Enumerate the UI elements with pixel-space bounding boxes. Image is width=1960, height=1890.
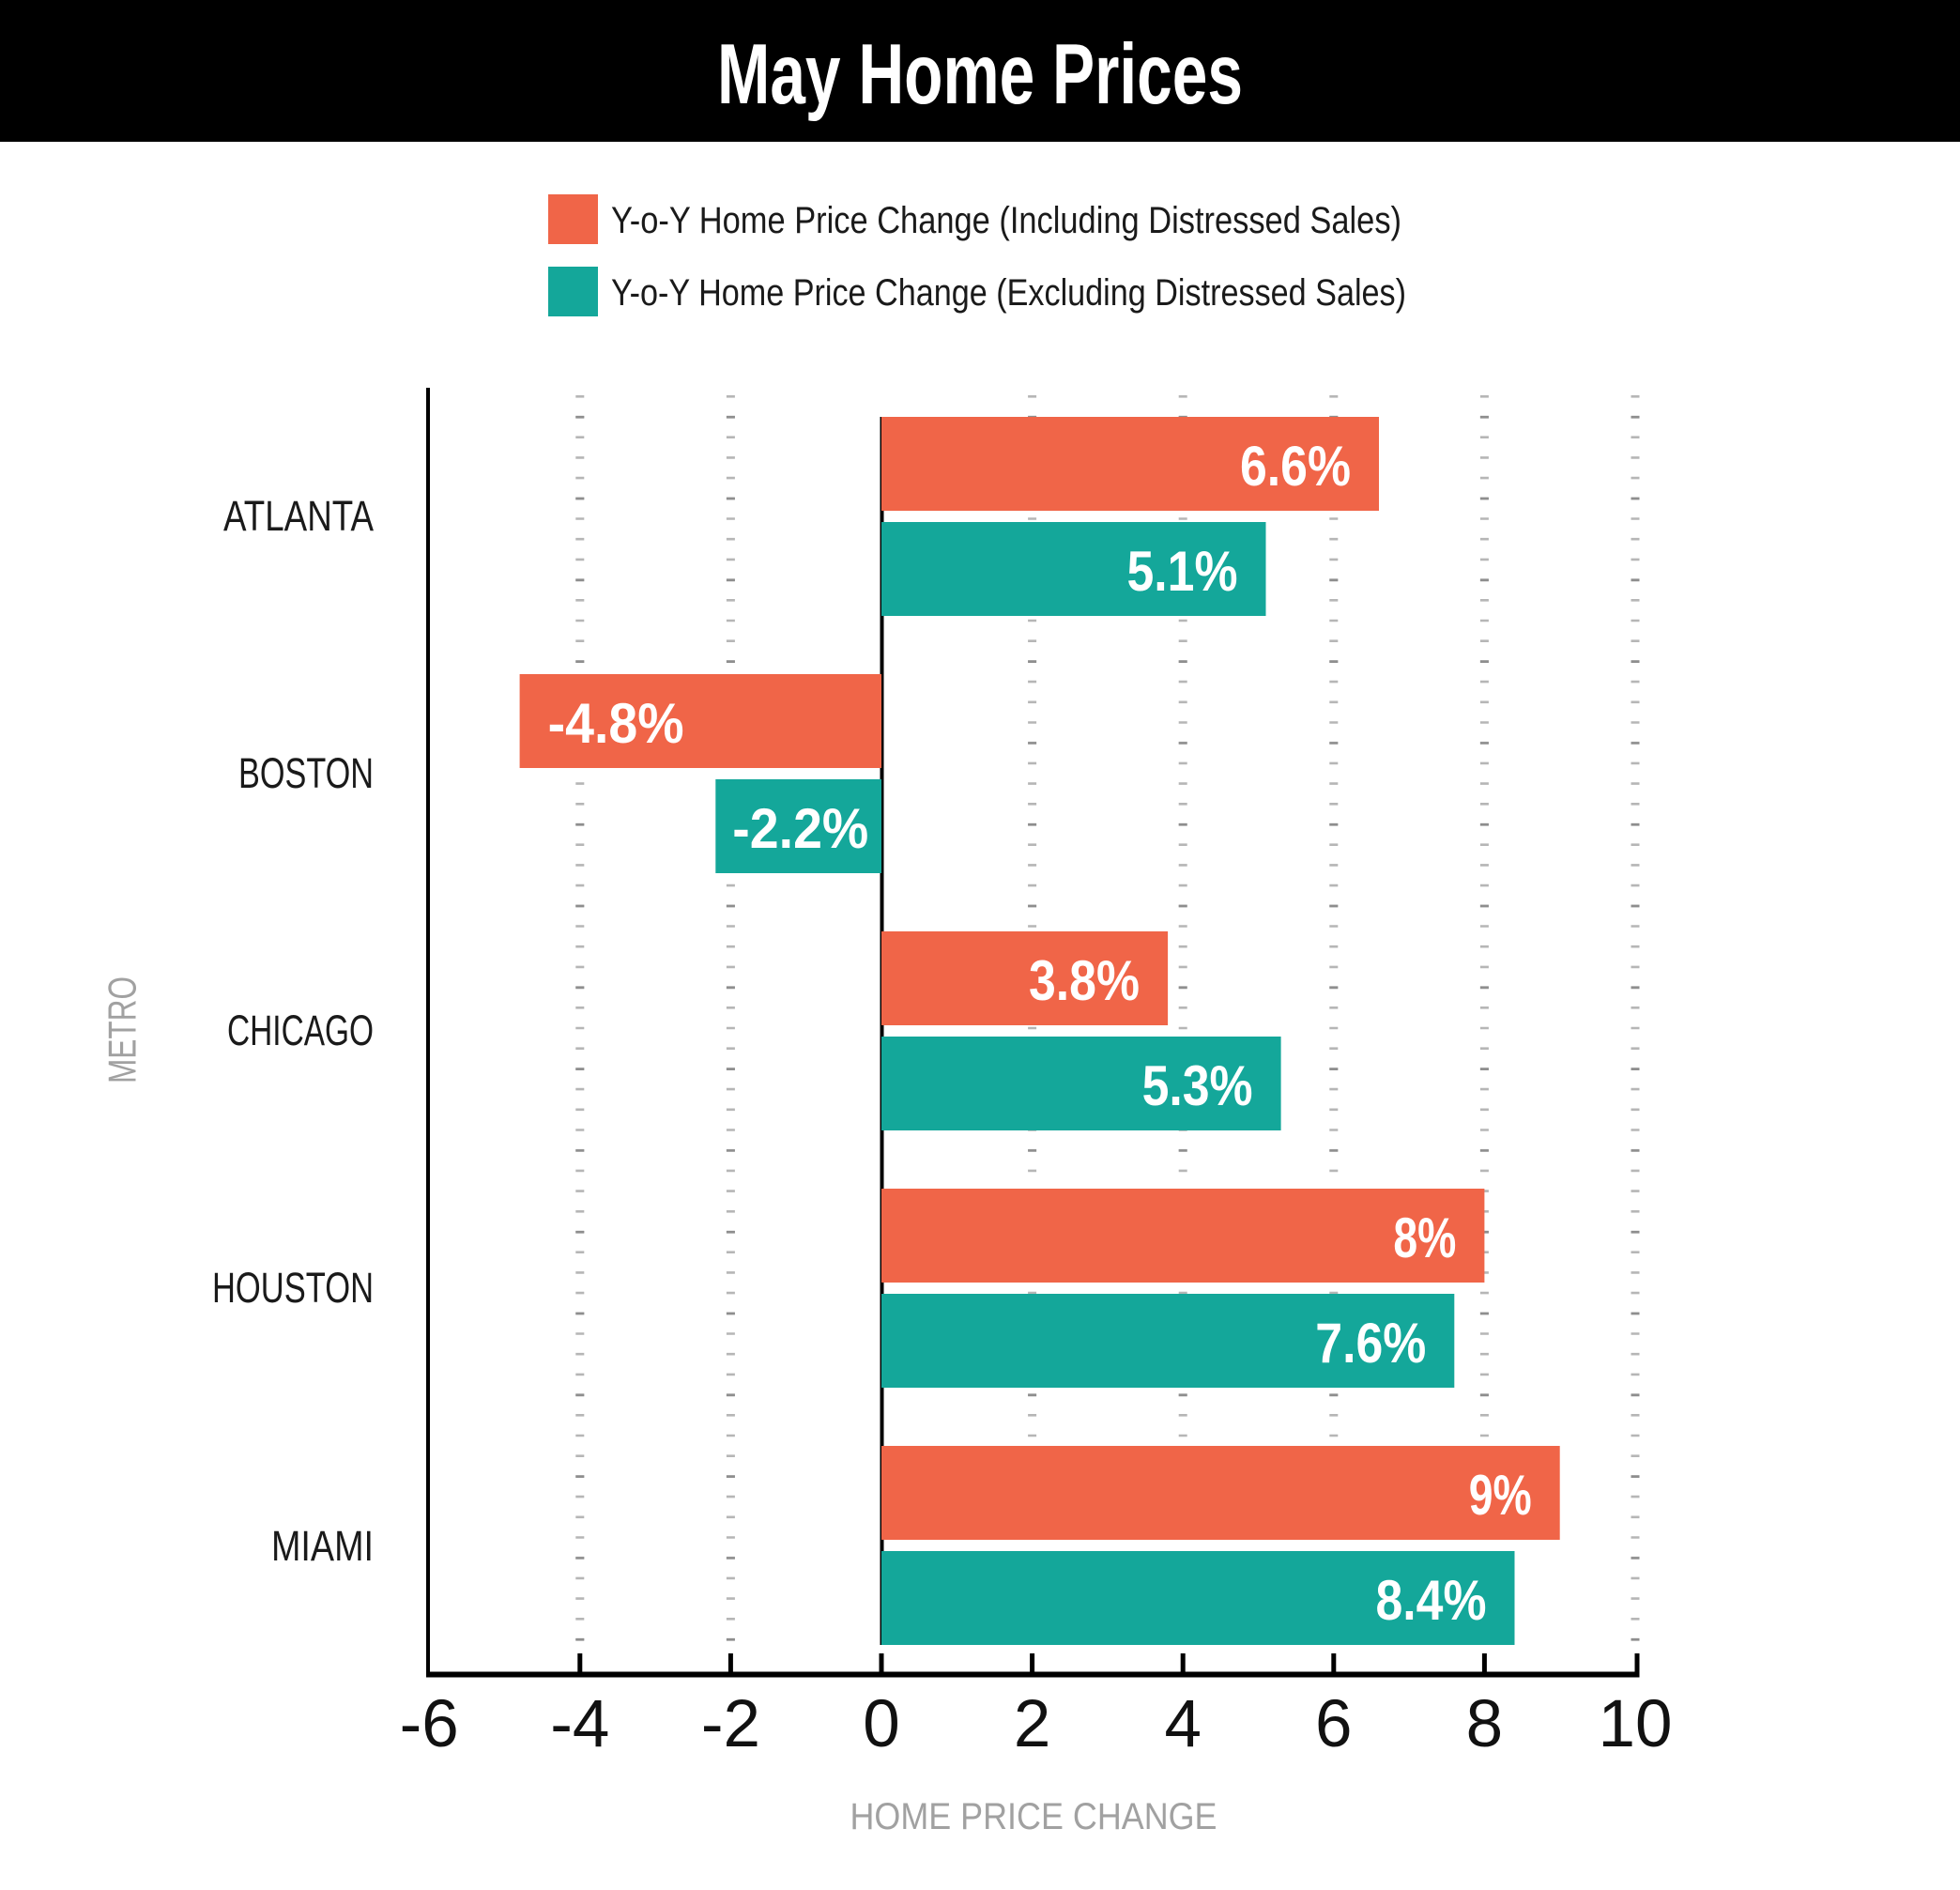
svg-text:3.8%: 3.8% — [1029, 949, 1140, 1012]
svg-text:CHICAGO: CHICAGO — [227, 1006, 374, 1054]
svg-text:May Home Prices: May Home Prices — [717, 27, 1243, 122]
svg-text:-4: -4 — [550, 1687, 609, 1761]
svg-text:8.4%: 8.4% — [1376, 1569, 1487, 1632]
svg-text:10: 10 — [1599, 1687, 1673, 1761]
svg-text:-4.8%: -4.8% — [548, 692, 684, 755]
svg-text:Y-o-Y Home Price Change (Inclu: Y-o-Y Home Price Change (Including Distr… — [611, 200, 1401, 241]
svg-text:6: 6 — [1315, 1687, 1353, 1761]
svg-text:-2.2%: -2.2% — [732, 797, 868, 860]
svg-text:2: 2 — [1014, 1687, 1051, 1761]
svg-text:MIAMI: MIAMI — [271, 1522, 374, 1570]
svg-text:9%: 9% — [1469, 1464, 1532, 1527]
svg-text:BOSTON: BOSTON — [238, 749, 374, 797]
svg-text:4: 4 — [1164, 1687, 1202, 1761]
svg-text:HOUSTON: HOUSTON — [212, 1264, 374, 1312]
svg-text:ATLANTA: ATLANTA — [223, 492, 374, 540]
svg-text:8%: 8% — [1393, 1206, 1456, 1269]
svg-text:METRO: METRO — [100, 976, 145, 1083]
svg-text:8: 8 — [1466, 1687, 1504, 1761]
svg-text:5.1%: 5.1% — [1127, 540, 1238, 603]
svg-text:0: 0 — [863, 1687, 900, 1761]
svg-text:7.6%: 7.6% — [1315, 1312, 1426, 1375]
svg-text:-2: -2 — [701, 1687, 760, 1761]
svg-text:5.3%: 5.3% — [1142, 1054, 1253, 1117]
svg-text:HOME PRICE CHANGE: HOME PRICE CHANGE — [850, 1796, 1217, 1837]
svg-text:Y-o-Y Home Price Change (Exclu: Y-o-Y Home Price Change (Excluding Distr… — [611, 272, 1406, 314]
svg-text:6.6%: 6.6% — [1240, 435, 1351, 498]
svg-text:-6: -6 — [400, 1687, 459, 1761]
